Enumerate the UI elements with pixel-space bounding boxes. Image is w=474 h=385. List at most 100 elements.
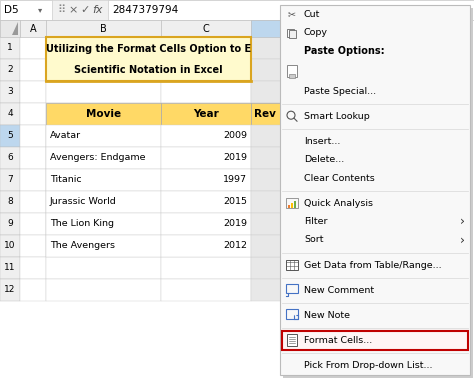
Bar <box>251 20 301 37</box>
Text: Movie: Movie <box>86 109 121 119</box>
Bar <box>251 125 301 147</box>
Bar <box>20 125 46 147</box>
Text: 10: 10 <box>4 241 16 251</box>
Text: Delete...: Delete... <box>304 155 344 164</box>
Text: Get Data from Table/Range...: Get Data from Table/Range... <box>304 261 442 270</box>
Text: 2019: 2019 <box>223 154 247 162</box>
Bar <box>251 213 301 235</box>
Text: 4: 4 <box>7 109 13 119</box>
Bar <box>287 334 297 346</box>
Bar <box>251 125 301 147</box>
Text: Copy: Copy <box>304 28 328 37</box>
Text: ›: › <box>459 233 465 246</box>
Bar <box>286 284 298 293</box>
Bar <box>46 37 251 81</box>
Bar <box>20 169 46 191</box>
Text: 5: 5 <box>7 132 13 141</box>
Bar <box>251 169 301 191</box>
Bar <box>251 59 301 81</box>
Bar <box>46 20 161 37</box>
Text: Filter: Filter <box>304 217 328 226</box>
Bar <box>0 20 20 37</box>
Bar <box>46 59 161 81</box>
Bar <box>161 257 251 279</box>
Text: A: A <box>30 23 36 33</box>
Bar <box>161 125 251 147</box>
Bar <box>251 169 301 191</box>
Text: ▾: ▾ <box>38 5 42 15</box>
Bar <box>287 28 294 37</box>
Bar <box>46 213 161 235</box>
Bar <box>161 235 251 257</box>
Text: The Avengers: The Avengers <box>50 241 115 251</box>
Text: 2012: 2012 <box>223 241 247 251</box>
Bar <box>46 103 161 125</box>
Text: 2019: 2019 <box>223 219 247 229</box>
Bar <box>286 198 298 208</box>
Bar <box>251 235 301 257</box>
Bar <box>46 279 161 301</box>
Bar <box>0 169 20 191</box>
Text: Quick Analysis: Quick Analysis <box>304 199 373 208</box>
Text: D5: D5 <box>4 5 18 15</box>
Bar <box>0 191 20 213</box>
Bar <box>20 279 46 301</box>
Text: 1997: 1997 <box>223 176 247 184</box>
Text: Insert...: Insert... <box>304 137 340 146</box>
Bar <box>283 8 473 378</box>
Bar <box>286 310 298 320</box>
Text: ✓: ✓ <box>80 5 90 15</box>
Bar <box>161 37 251 59</box>
Bar <box>251 257 301 279</box>
Bar <box>20 191 46 213</box>
Text: Smart Lookup: Smart Lookup <box>304 112 370 121</box>
Bar <box>0 257 20 279</box>
Bar <box>20 147 46 169</box>
Bar <box>291 203 293 208</box>
Bar <box>161 81 251 103</box>
Bar <box>161 59 251 81</box>
Bar <box>0 37 20 59</box>
Bar <box>46 81 161 103</box>
Bar <box>251 103 301 125</box>
Text: 2847379794: 2847379794 <box>112 5 178 15</box>
Bar <box>251 37 301 59</box>
Bar <box>46 37 161 59</box>
Bar <box>287 65 297 77</box>
Bar <box>20 103 46 125</box>
Bar <box>46 147 161 169</box>
Text: Jurassic World: Jurassic World <box>50 198 117 206</box>
Text: ›: › <box>459 215 465 228</box>
Text: The Lion King: The Lion King <box>50 219 114 229</box>
Text: Titanic: Titanic <box>50 176 82 184</box>
Text: 8: 8 <box>7 198 13 206</box>
Text: Cut: Cut <box>304 10 320 19</box>
Bar <box>20 37 46 59</box>
Text: 3: 3 <box>7 87 13 97</box>
Text: New Note: New Note <box>304 311 350 320</box>
Bar <box>251 191 301 213</box>
Bar <box>161 169 251 191</box>
Text: B: B <box>100 23 107 33</box>
Bar <box>280 5 470 375</box>
Bar <box>46 257 161 279</box>
Bar <box>46 191 161 213</box>
Text: 6: 6 <box>7 154 13 162</box>
Bar <box>108 0 474 20</box>
Bar <box>20 257 46 279</box>
Bar <box>0 213 20 235</box>
Bar <box>289 30 296 38</box>
Bar <box>251 103 301 125</box>
Bar <box>46 103 161 125</box>
Bar <box>161 20 251 37</box>
Bar <box>251 235 301 257</box>
Polygon shape <box>12 22 18 35</box>
Bar <box>161 147 251 169</box>
Bar <box>46 235 161 257</box>
Bar <box>161 213 251 235</box>
Bar <box>286 260 298 270</box>
Text: ⠿: ⠿ <box>57 5 65 15</box>
Text: 11: 11 <box>4 263 16 273</box>
Text: Year: Year <box>193 109 219 119</box>
Bar <box>161 213 251 235</box>
